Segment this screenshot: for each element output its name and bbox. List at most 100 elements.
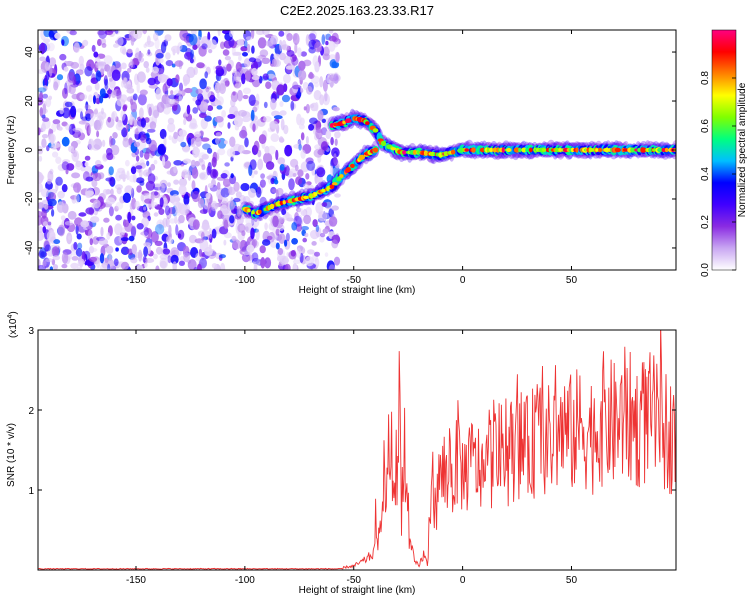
noise-blob <box>332 106 340 112</box>
trace-peak <box>269 203 275 209</box>
y-tick-label: -20 <box>24 191 35 206</box>
x-tick-label: -100 <box>235 275 255 286</box>
noise-blob <box>150 163 156 171</box>
noise-blob <box>196 62 205 69</box>
noise-blob <box>76 194 82 203</box>
noise-blob <box>134 200 140 210</box>
noise-blob <box>284 239 288 247</box>
noise-blob <box>320 232 326 238</box>
noise-blob <box>314 102 319 112</box>
noise-blob <box>216 187 226 200</box>
noise-blob <box>250 109 255 122</box>
noise-blob <box>48 30 54 38</box>
snr-y-multiplier: (x104) <box>7 311 19 338</box>
noise-blob <box>186 66 196 78</box>
noise-blob <box>114 236 123 246</box>
noise-blob <box>334 193 341 198</box>
noise-blob <box>127 67 132 73</box>
noise-blob <box>331 32 339 43</box>
noise-blob <box>319 236 325 243</box>
trace-peak <box>350 163 355 168</box>
trace-peak <box>464 148 470 152</box>
noise-blob <box>75 247 83 257</box>
noise-blob <box>207 202 212 214</box>
trace-peak <box>450 149 456 155</box>
noise-blob <box>108 77 113 82</box>
noise-blob <box>192 219 200 230</box>
noise-blob <box>51 142 61 149</box>
noise-blob <box>42 226 47 234</box>
noise-blob <box>52 264 59 270</box>
noise-blob <box>170 254 179 265</box>
noise-blob <box>236 205 241 217</box>
noise-blob <box>68 84 76 95</box>
noise-blob <box>41 138 47 149</box>
noise-blob <box>150 231 159 243</box>
noise-blob <box>257 158 264 171</box>
noise-blob <box>74 193 80 204</box>
noise-blob <box>195 99 202 106</box>
noise-blob <box>218 59 222 66</box>
noise-blob <box>73 182 82 193</box>
noise-blob <box>269 120 279 130</box>
noise-blob <box>159 254 169 260</box>
trace-peak <box>630 147 636 153</box>
noise-blob <box>136 71 146 83</box>
noise-blob <box>96 30 106 36</box>
noise-blob <box>320 141 329 152</box>
noise-blob <box>245 70 251 82</box>
noise-blob <box>145 67 150 73</box>
noise-blob <box>314 41 323 53</box>
noise-blob <box>52 255 61 261</box>
noise-blob <box>194 160 200 167</box>
noise-blob <box>42 93 48 99</box>
noise-blob <box>159 197 164 208</box>
noise-blob <box>71 93 80 100</box>
noise-blob <box>61 252 69 264</box>
noise-blob <box>154 240 163 246</box>
noise-blob <box>67 235 72 241</box>
noise-blob <box>237 89 243 102</box>
noise-blob <box>226 63 232 72</box>
noise-blob <box>159 260 167 269</box>
trace-peak <box>402 150 407 155</box>
noise-blob <box>329 30 334 34</box>
noise-blob <box>233 197 241 203</box>
noise-blob <box>153 32 159 41</box>
noise-blob <box>207 147 213 154</box>
noise-blob <box>106 30 116 33</box>
noise-blob <box>162 156 166 167</box>
noise-blob <box>298 60 306 71</box>
noise-blob <box>104 257 109 263</box>
noise-blob <box>322 93 330 106</box>
colorbar-tick-label: 0.6 <box>700 119 711 133</box>
noise-blob <box>67 210 77 220</box>
trace-peak <box>664 147 669 153</box>
noise-blob <box>281 44 290 51</box>
noise-blob <box>38 149 43 155</box>
noise-blob <box>106 258 115 269</box>
noise-blob <box>120 237 129 242</box>
noise-blob <box>102 189 109 196</box>
x-tick-label: 0 <box>460 275 466 286</box>
noise-blob <box>238 109 247 117</box>
noise-blob <box>228 37 235 48</box>
noise-blob <box>115 247 119 252</box>
noise-blob <box>229 136 236 148</box>
noise-blob <box>316 177 323 184</box>
noise-blob <box>40 188 50 198</box>
noise-blob <box>238 55 242 61</box>
noise-blob <box>171 63 176 68</box>
y-tick-label: 1 <box>28 486 34 497</box>
noise-blob <box>178 95 183 102</box>
noise-blob <box>143 262 148 268</box>
noise-blob <box>252 123 256 133</box>
noise-blob <box>240 183 250 192</box>
noise-blob <box>273 115 283 120</box>
noise-blob <box>243 58 251 68</box>
noise-blob <box>56 74 64 81</box>
noise-blob <box>290 250 296 257</box>
noise-blob <box>104 78 109 90</box>
noise-blob <box>46 178 52 185</box>
noise-blob <box>146 160 150 167</box>
